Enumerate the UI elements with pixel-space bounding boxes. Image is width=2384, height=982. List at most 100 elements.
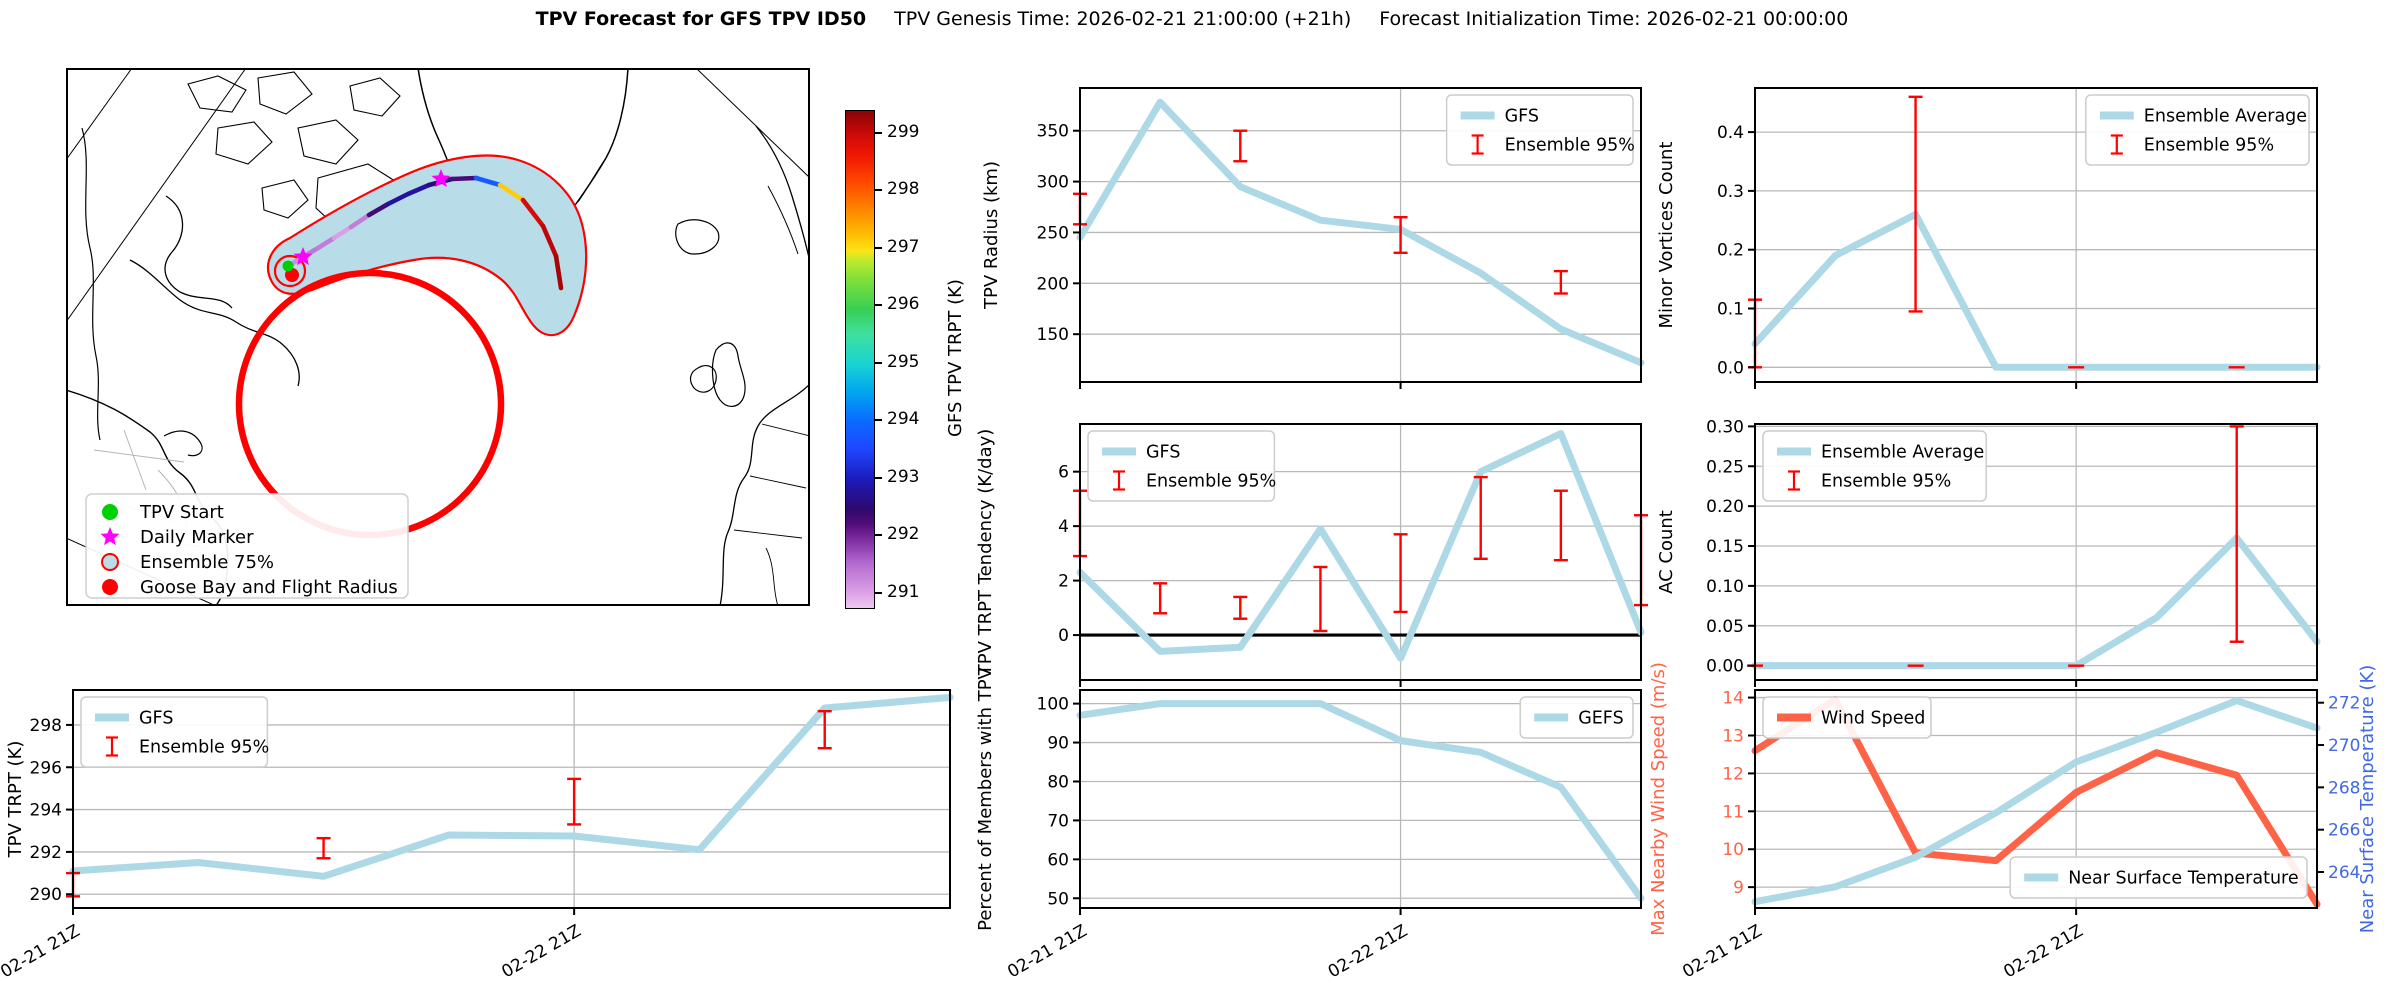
y-tick-label: 0 — [1058, 626, 1069, 646]
y-tick-label: 2 — [1058, 572, 1069, 592]
colorbar-tickmark — [875, 304, 882, 306]
map-panel: TPV Start Daily Marker Ensemble 75% Goose B… — [66, 68, 810, 606]
map-coastline — [689, 365, 717, 393]
x-tick-label: 02-22 21Z — [1325, 921, 1411, 982]
chart-trpt: 290 292 294 296 298 02-21 21Z 02-22 21Z TPV TRP… — [0, 689, 954, 982]
y-tick-label: 0.05 — [1706, 617, 1744, 637]
colorbar-tickmark — [875, 419, 882, 421]
y-tick-label: 60 — [1047, 850, 1069, 870]
y-tick-label: 294 — [30, 801, 62, 821]
y-tick-label: 0.30 — [1706, 417, 1744, 437]
legend-label: Ensemble 95% — [1146, 472, 1276, 492]
error-bar — [1473, 475, 1488, 561]
y-axis-label: Percent of Members with TPV — [975, 666, 996, 930]
colorbar-tickmark — [875, 592, 882, 594]
series-gefs — [1076, 700, 1645, 902]
y-axis-label: Minor Vortices Count — [1656, 142, 1677, 329]
error-bar — [316, 836, 331, 860]
error-bar — [1393, 215, 1408, 255]
y-tick-label: 0.1 — [1717, 300, 1744, 320]
y-tick-label: 0.0 — [1717, 358, 1744, 378]
title-genesis: TPV Genesis Time: 2026-02-21 21:00:00 (+… — [894, 8, 1352, 30]
chart-radius: 150 200 250 300 350 TPV Radius (km) GFS Ensembl… — [981, 87, 1645, 389]
y-tick-label: 292 — [30, 843, 62, 863]
colorbar-ticklabel: 297 — [887, 237, 920, 257]
series-gfs — [1076, 430, 1645, 662]
legend-label: Ensemble 95% — [2144, 136, 2274, 156]
colorbar-ticklabel: 291 — [887, 582, 920, 602]
title-init: Forecast Initialization Time: 2026-02-21… — [1379, 8, 1849, 30]
map-coastline — [129, 259, 300, 387]
y-axis-label: TPV Radius (km) — [981, 161, 1002, 310]
legend-label: Ensemble Average — [2144, 107, 2307, 127]
y-tick-label: 100 — [1037, 695, 1069, 715]
figure-title: TPV Forecast for GFS TPV ID50 TPV Genesis… — [0, 8, 2384, 30]
error-bar — [1153, 582, 1168, 615]
y-tick-label: 13 — [1722, 726, 1744, 746]
y-tick-label: 80 — [1047, 772, 1069, 792]
colorbar: GFS TPV TRPT (K) 299 298 297 296 295 294 293 29… — [833, 98, 983, 622]
map-coastline — [695, 68, 810, 179]
y-axis-label: TPV TRPT Tendency (K/day) — [975, 429, 996, 677]
map-coastline — [675, 219, 720, 255]
chart-legend: Ensemble Average Ensemble 95% — [2085, 94, 2310, 166]
y-tick-label: 0.25 — [1706, 457, 1744, 477]
colorbar-ticklabel: 295 — [887, 352, 920, 372]
colorbar-tickmark — [875, 362, 882, 364]
x-tick-label: 02-22 21Z — [2000, 921, 2086, 982]
daily-marker-star — [293, 247, 313, 266]
y-tick-label: 0.2 — [1717, 241, 1744, 261]
chart-percent: 50 60 70 80 90 100 02-21 21Z 02-22 21Z Percent o… — [975, 666, 1645, 982]
legend-errorbar-icon — [106, 736, 118, 757]
y-tick-label: 298 — [30, 716, 62, 736]
y-tick-label: 10 — [1722, 840, 1744, 860]
error-bar — [1908, 95, 1923, 313]
map-coastline — [755, 125, 810, 263]
legend-label: Ensemble 95% — [1505, 136, 1635, 156]
chart-legend: GFS Ensemble 95% — [1445, 94, 1635, 166]
chart-legend: GEFS — [1519, 696, 1634, 739]
x-tick-label: 02-21 21Z — [0, 921, 84, 982]
map-coastline — [297, 119, 359, 165]
series-ensemble-average — [1751, 210, 2321, 371]
map-coastline — [349, 77, 401, 117]
y-tick-label: 0.10 — [1706, 577, 1744, 597]
y-tick-label: 350 — [1037, 122, 1069, 142]
y-tick-label: 9 — [1733, 878, 1744, 898]
ensemble-75-circle-icon — [101, 553, 119, 571]
y-axis-label: AC Count — [1656, 510, 1677, 594]
colorbar-ticklabel: 293 — [887, 467, 920, 487]
y-tick-label: 250 — [1037, 223, 1069, 243]
y-tick-label: 0.00 — [1706, 657, 1744, 677]
chart-legend: GFS Ensemble 95% — [80, 696, 269, 768]
chart-ac: 0.00 0.05 0.10 0.15 0.20 0.25 0.30 AC Count Ense… — [1656, 417, 2321, 687]
series-gfs — [69, 693, 954, 880]
legend-label: Ensemble Average — [1821, 443, 1984, 463]
y-tick-label: 290 — [30, 885, 62, 905]
legend-label: GEFS — [1578, 709, 1624, 729]
map-coastline — [767, 185, 799, 255]
x-tick-label: 02-21 21Z — [1679, 921, 1765, 982]
map-coastline — [81, 127, 101, 441]
y-tick-label: 11 — [1722, 802, 1744, 822]
colorbar-tickmark — [875, 189, 882, 191]
map-coastline — [66, 68, 133, 161]
y-tick-label: 6 — [1058, 463, 1069, 483]
x-tick-label: 02-21 21Z — [1004, 921, 1090, 982]
y-tick-label: 300 — [1037, 173, 1069, 193]
error-bar — [1233, 595, 1248, 620]
error-bar — [817, 709, 832, 750]
right-y-tick-label: 270 — [2328, 736, 2360, 756]
y-tick-label: 0.20 — [1706, 497, 1744, 517]
map-coastline — [164, 195, 233, 309]
ensemble-75-region — [266, 154, 588, 337]
y-tick-label: 0.4 — [1717, 123, 1744, 143]
error-bar — [1313, 565, 1328, 633]
colorbar-tickmark — [875, 534, 882, 536]
y-tick-label: 12 — [1722, 764, 1744, 784]
chart-legend: Wind Speed — [1762, 696, 1932, 739]
map-legend-label: Daily Marker — [140, 527, 254, 548]
map-legend-label: Goose Bay and Flight Radius — [140, 577, 398, 598]
error-bar — [1553, 269, 1568, 295]
